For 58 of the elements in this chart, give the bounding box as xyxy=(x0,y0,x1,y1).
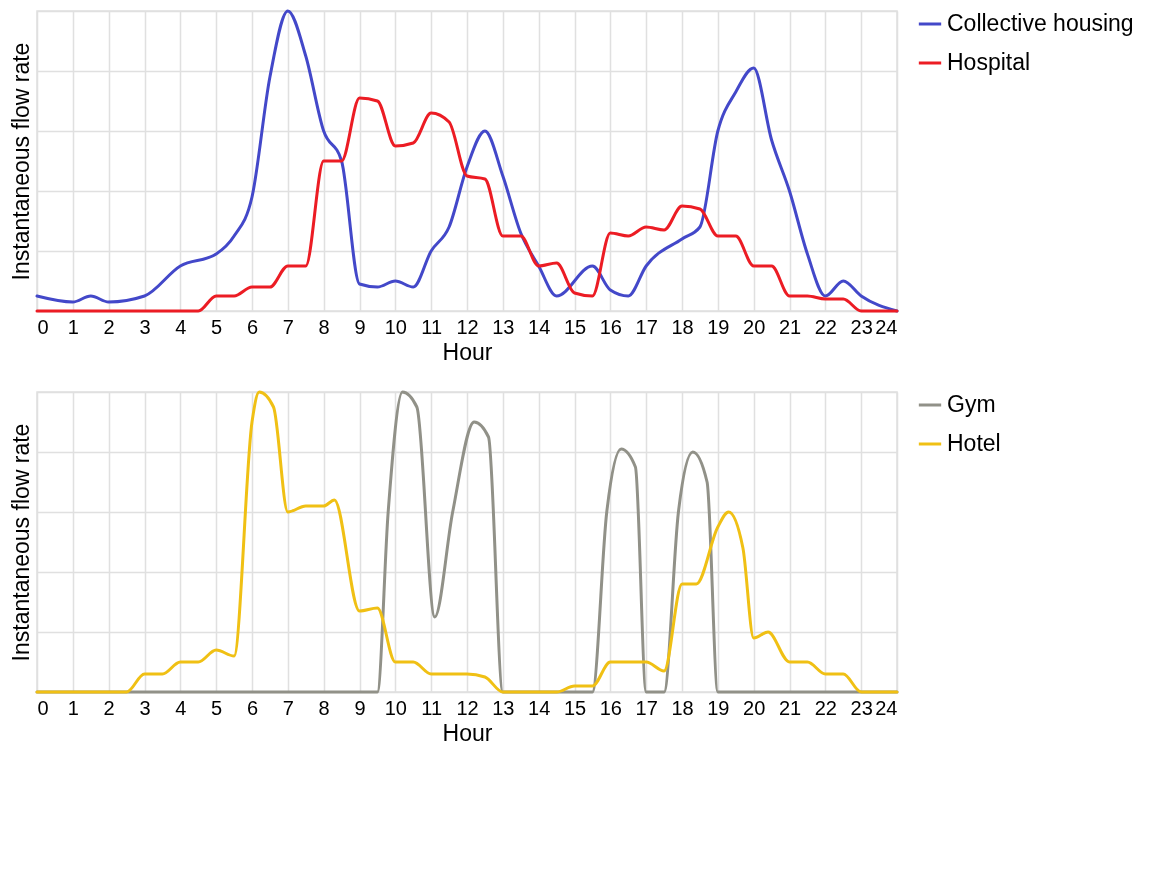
x-tick-label: 12 xyxy=(456,315,479,338)
legend-label: Gym xyxy=(947,391,996,417)
x-tick-label: 15 xyxy=(563,315,587,338)
x-axis-title: Hour xyxy=(442,719,493,746)
x-tick-label: 14 xyxy=(528,696,551,719)
x-tick-label: 22 xyxy=(814,696,837,719)
x-tick-label: 24 xyxy=(875,315,898,338)
x-tick-label: 5 xyxy=(211,696,223,719)
x-tick-label: 6 xyxy=(246,696,259,719)
x-tick-label: 0 xyxy=(37,315,49,338)
x-tick-label: 9 xyxy=(354,315,366,338)
x-tick-label: 7 xyxy=(282,696,294,719)
x-tick-label: 17 xyxy=(635,696,658,719)
x-tick-label: 2 xyxy=(103,315,115,338)
x-tick-label: 1 xyxy=(67,315,79,338)
x-tick-label: 18 xyxy=(671,315,694,338)
y-axis-title: Instantaneous flow rate xyxy=(7,42,34,281)
x-tick-label: 22 xyxy=(814,315,837,338)
x-tick-label: 19 xyxy=(707,315,730,338)
x-tick-label: 8 xyxy=(318,315,330,338)
x-tick-label: 24 xyxy=(875,696,898,719)
x-tick-label: 18 xyxy=(671,696,694,719)
x-tick-label: 11 xyxy=(421,696,443,719)
x-tick-label: 7 xyxy=(282,315,294,338)
x-tick-label: 0 xyxy=(37,696,49,719)
x-tick-label: 4 xyxy=(175,315,187,338)
x-tick-label: 16 xyxy=(599,696,622,719)
x-tick-label: 20 xyxy=(743,696,766,719)
x-tick-label: 10 xyxy=(384,696,407,719)
x-tick-label: 2 xyxy=(103,696,115,719)
x-tick-label: 12 xyxy=(456,696,479,719)
x-tick-label: 6 xyxy=(246,315,259,338)
x-tick-label: 1 xyxy=(67,696,79,719)
x-tick-label: 17 xyxy=(635,315,658,338)
y-axis-title: Instantaneous flow rate xyxy=(7,423,34,662)
x-tick-label: 20 xyxy=(743,315,766,338)
x-tick-label: 4 xyxy=(175,696,187,719)
x-tick-label: 8 xyxy=(318,696,330,719)
legend-label: Collective housing xyxy=(947,10,1134,36)
x-tick-label: 14 xyxy=(528,315,551,338)
x-tick-label: 13 xyxy=(492,696,515,719)
x-tick-label: 10 xyxy=(384,315,407,338)
x-tick-label: 23 xyxy=(850,696,873,719)
x-tick-label: 13 xyxy=(492,315,515,338)
x-tick-label: 3 xyxy=(139,315,151,338)
x-tick-label: 16 xyxy=(599,315,622,338)
x-tick-label: 3 xyxy=(139,696,151,719)
x-tick-label: 21 xyxy=(778,315,802,338)
x-tick-label: 23 xyxy=(850,315,873,338)
x-tick-label: 19 xyxy=(707,696,730,719)
x-tick-label: 11 xyxy=(421,315,443,338)
x-tick-label: 21 xyxy=(778,696,802,719)
x-tick-label: 9 xyxy=(354,696,366,719)
x-axis-title: Hour xyxy=(442,338,493,365)
legend-label: Hospital xyxy=(947,49,1031,75)
x-tick-label: 15 xyxy=(563,696,587,719)
legend-label: Hotel xyxy=(947,430,1001,456)
x-tick-label: 5 xyxy=(211,315,223,338)
